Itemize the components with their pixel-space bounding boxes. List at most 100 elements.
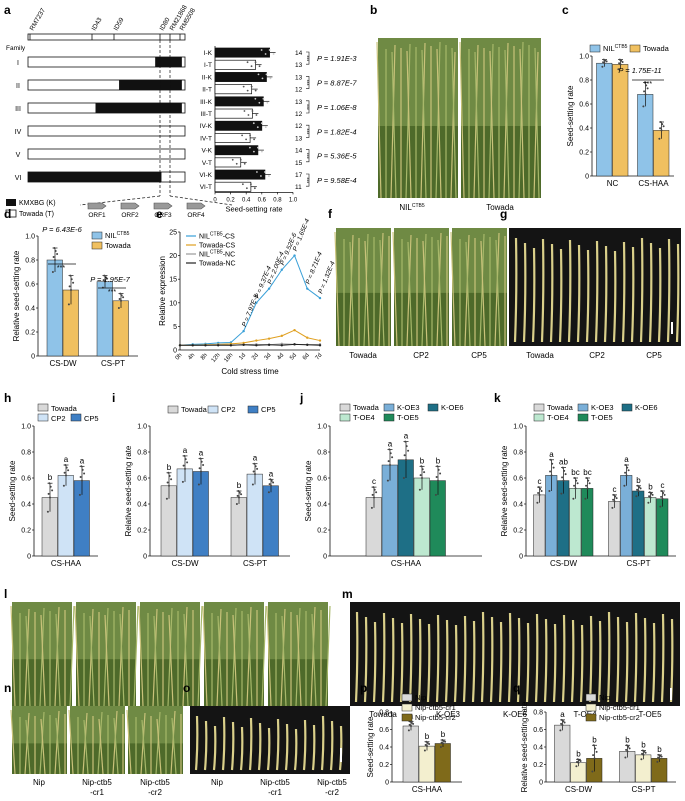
data-point [373,496,375,499]
data-point [594,747,597,750]
data-point [265,73,268,76]
bar-II-T [214,84,253,95]
significance-letter: a [269,469,274,478]
photo-g-panicles-panicle [621,241,626,343]
data-point [584,497,587,500]
chart-j: 0 0.2 0.4 0.6 0.8 1.0 Seed-setting rate CS-HAA c… [304,403,482,568]
photo-b-towada-leaf [518,41,524,199]
significance-bracket [306,124,310,138]
data-point [181,480,184,483]
y-tick-label: 0 [519,554,523,561]
stars-label: *** [307,128,313,134]
legend-swatch [401,713,413,722]
data-point [593,757,596,760]
photo-g-panicles-panicle [612,250,617,343]
y-axis-label: Relative expression [158,256,167,326]
significance-letter: a [549,450,554,459]
photo-l-4-leaf [247,613,253,707]
row-count: 12 [295,87,303,94]
panel-letter-c: c [562,3,569,17]
data-point [268,483,271,486]
y-tick-label: 0.6 [21,476,31,483]
y-tick-label: 0.8 [25,258,35,265]
photo-b-towada-leaf [474,51,480,199]
photo-l-1-leaf [54,606,60,707]
series-point [267,287,271,290]
photo-g-panicles-panicle [540,238,545,343]
bar-cp2 [57,475,74,557]
y-tick-label: 0.6 [533,727,543,734]
data-point [56,253,59,255]
data-point [426,745,428,748]
data-point [639,487,642,490]
significance-letter: b [648,482,653,491]
y-tick-label: 25 [169,230,177,237]
panel-letter-q: q [513,681,520,695]
legend-label: NILCTB5 [105,231,130,240]
row-count: 12 [295,123,303,130]
bar-VI-T [214,181,252,192]
data-point [641,749,644,752]
y-axis-label: Relative seed-setting rate [520,701,529,792]
data-point [613,500,616,503]
photo-f-cp5 [450,228,507,347]
data-point [249,183,252,186]
photo-n-3-leaf [140,712,146,775]
data-point [659,505,662,508]
series-point [204,344,207,347]
significance-letter: a [404,432,409,441]
row-label: II-K [202,74,213,81]
data-point [262,97,265,100]
data-point [435,476,438,479]
photo-m-panicles-panicle [642,617,647,703]
y-tick-label: 5 [173,324,177,331]
photo-o-panicles-panicle [248,717,253,771]
photo-l-3 [138,602,203,707]
data-point [72,281,75,284]
family-name: I [17,60,19,67]
photo-n-2-leaf [83,719,89,775]
photo-label-b: NILCTB5 [399,203,424,212]
photo-f-cp2-leaf [437,239,443,347]
data-point [70,289,72,291]
chart-layer: 0 0.2 0.4 0.6 0.8 1.0 Seed-setting rate NC CS-HA… [8,44,676,794]
photo-m-panicles-panicle [597,620,602,703]
bar-nil [637,94,654,177]
data-point [260,49,263,51]
genotype-bar-K [155,57,182,67]
photo-o-panicles-panicle [221,716,226,771]
legend-swatch [37,403,49,412]
photo-b-nil [376,38,458,199]
photo-m-panicles-panicle [354,611,359,703]
x-tick-label: 0h [175,352,184,361]
data-point [253,150,255,153]
photo-l-3-leaf [182,606,188,707]
data-point [266,101,269,104]
photo-l-2-leaf [103,607,109,707]
legend-label: T-OE4 [353,413,375,422]
y-tick-label: 10 [169,300,177,307]
data-point [626,466,629,469]
data-point [251,483,254,486]
photo-f-towada-leaf [348,234,354,347]
photo-n-2-leaf [113,717,119,775]
marker-label: ID43 [91,16,104,32]
data-point [577,761,580,764]
photo-label-o: -cr2 [325,788,339,797]
row-count: 13 [295,62,303,69]
data-point [615,497,618,500]
y-tick-label: 0.4 [533,745,543,752]
data-point [54,250,57,252]
data-point [272,53,275,55]
photo-o-panicles-panicle [230,721,235,771]
y-tick-label: 0.8 [533,710,543,717]
photo-b-nil-leaf [390,44,396,199]
bar-nil [596,62,613,177]
series-line [180,329,321,346]
photo-f-cp2-leaf [421,233,427,347]
p-value: P = 9.58E-4 [317,176,357,185]
data-point [184,467,186,470]
photo-g-panicles-panicle [531,247,536,343]
data-point [261,77,264,80]
photo-f-cp2 [392,228,449,347]
